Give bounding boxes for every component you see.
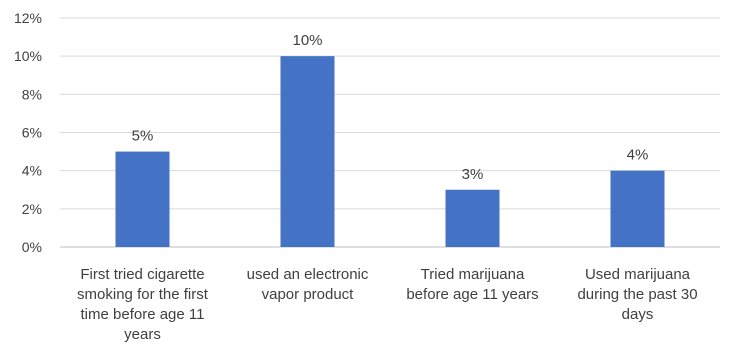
bar — [445, 189, 500, 247]
x-tick-label: Tried marijuana before age 11 years — [406, 266, 538, 303]
y-tick-label: 12% — [14, 10, 42, 26]
data-label: 5% — [132, 128, 154, 145]
bar — [610, 170, 665, 247]
x-tick-label-line: years — [124, 326, 161, 343]
x-tick-label: First tried cigarette smoking for the fir… — [77, 266, 209, 343]
x-tick-label: Used marijuana during the past 30 days — [577, 266, 697, 323]
y-tick-label: 8% — [22, 86, 42, 102]
x-tick-label-line: during the past 30 — [577, 286, 697, 303]
x-tick-label-line: days — [622, 306, 654, 323]
x-tick-label-line: smoking for the first — [77, 286, 209, 303]
y-axis-ticks: 0% 2% 4% 6% 8% 10% 12% — [14, 10, 42, 255]
data-label: 3% — [462, 166, 484, 183]
bar — [115, 151, 170, 247]
x-tick-label-line: time before age 11 — [81, 306, 205, 323]
x-tick-label-line: before age 11 years — [406, 286, 538, 303]
x-tick-label-line: First tried cigarette — [80, 266, 204, 283]
x-tick-label-line: vapor product — [262, 286, 355, 303]
gridlines — [60, 17, 720, 248]
y-tick-label: 2% — [22, 201, 42, 217]
bars — [115, 56, 665, 247]
x-tick-label-line: Used marijuana — [585, 266, 691, 283]
x-tick-label-line: used an electronic — [247, 266, 369, 283]
y-tick-label: 6% — [22, 125, 42, 141]
x-tick-label: used an electronic vapor product — [247, 266, 369, 303]
data-labels: 5% 10% 3% 4% — [132, 32, 649, 183]
bar — [280, 56, 335, 247]
y-tick-label: 4% — [22, 163, 42, 179]
x-tick-label-line: Tried marijuana — [421, 266, 525, 283]
data-label: 4% — [627, 147, 649, 164]
y-tick-label: 0% — [22, 239, 42, 255]
x-axis-labels: First tried cigarette smoking for the fir… — [77, 266, 697, 343]
data-label: 10% — [292, 32, 322, 49]
y-tick-label: 10% — [14, 48, 42, 64]
